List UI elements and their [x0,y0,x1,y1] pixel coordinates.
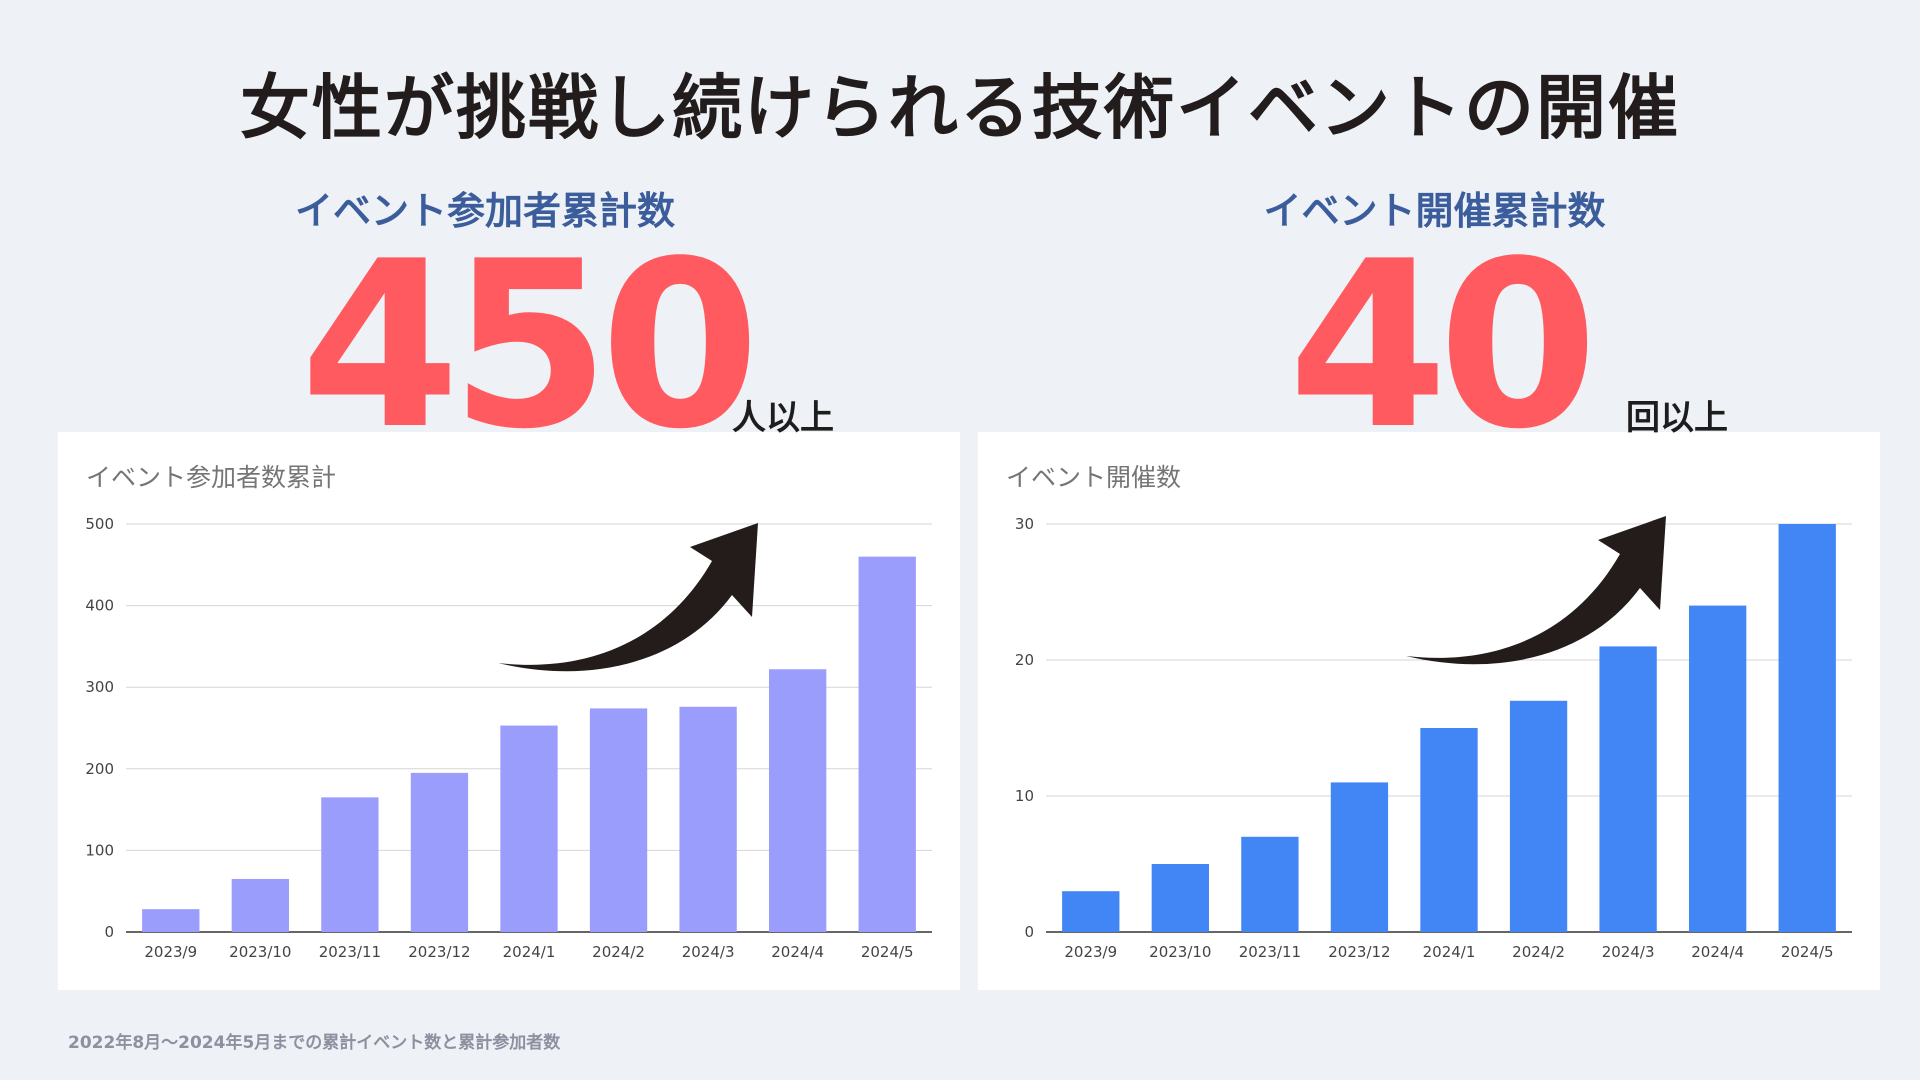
bar [1330,782,1389,932]
curved-up-arrow-icon [1398,508,1678,672]
bar [1062,891,1120,932]
stat-label-events: イベント開催累計数 [1263,189,1606,233]
y-tick-label: 200 [85,760,114,778]
bar [1151,864,1209,932]
x-tick-label: 2024/2 [592,943,645,961]
chart-title: イベント開催数 [1006,463,1181,492]
stat-number-events: 40 [1288,213,1598,480]
stat-unit-participants: 人以上 [732,398,834,438]
bar [1689,605,1747,932]
stat-label-participants: イベント参加者累計数 [294,189,675,233]
bar [142,909,200,932]
bar [1241,836,1299,932]
x-tick-label: 2023/10 [1149,943,1211,961]
curved-up-arrow-icon [490,515,770,679]
bar [769,669,827,932]
bar [410,772,469,932]
x-tick-label: 2023/10 [229,943,291,961]
y-tick-label: 300 [85,678,114,696]
page-title: 女性が挑戦し続けられる技術イベントの開催 [240,67,1680,149]
y-tick-label: 30 [1015,515,1034,533]
x-tick-label: 2023/9 [144,943,197,961]
participants-chart: イベント参加者数累計 0 100 200 300 400 500 2023/9 2023/10 2… [85,463,932,961]
bar [1420,728,1478,932]
bar [1778,524,1836,932]
bar [589,708,648,932]
x-tick-label: 2024/1 [503,943,556,961]
bar [858,556,916,932]
y-tick-label: 20 [1015,651,1034,669]
chart-title: イベント参加者数累計 [86,463,336,492]
y-tick-label: 400 [85,597,114,615]
y-tick-label: 10 [1015,787,1034,805]
events-chart-card: イベント開催数 0 10 20 30 2023/9 2023/10 2023/11 2023/1… [978,432,1880,990]
x-tick-label: 2023/12 [408,943,470,961]
y-tick-label: 0 [104,923,114,941]
y-tick-label: 500 [85,515,114,533]
x-tick-label: 2023/11 [1239,943,1301,961]
x-tick-label: 2024/4 [771,943,824,961]
x-tick-label: 2023/12 [1328,943,1390,961]
stat-unit-events: 回以上 [1626,398,1728,438]
x-tick-label: 2024/3 [1602,943,1655,961]
bar [231,878,289,932]
bar [1509,700,1568,932]
x-tick-label: 2023/9 [1064,943,1117,961]
bar [500,725,558,932]
bar [321,797,379,932]
x-tick-label: 2024/1 [1423,943,1476,961]
stat-number-participants: 450 [300,213,760,480]
y-tick-label: 0 [1024,923,1034,941]
bar [679,706,737,932]
x-tick-label: 2024/3 [682,943,735,961]
x-tick-label: 2024/4 [1691,943,1744,961]
footnote: 2022年8月〜2024年5月までの累計イベント数と累計参加者数 [68,1033,561,1053]
x-tick-label: 2024/5 [861,943,914,961]
x-tick-label: 2024/2 [1512,943,1565,961]
bar [1599,646,1657,932]
x-tick-label: 2023/11 [319,943,381,961]
x-tick-label: 2024/5 [1781,943,1834,961]
events-chart: イベント開催数 0 10 20 30 2023/9 2023/10 2023/11 2023/1… [1006,463,1852,961]
y-tick-label: 100 [85,841,114,859]
participants-chart-card: イベント参加者数累計 0 100 200 300 400 500 2023/9 2023/10 2… [58,432,960,990]
